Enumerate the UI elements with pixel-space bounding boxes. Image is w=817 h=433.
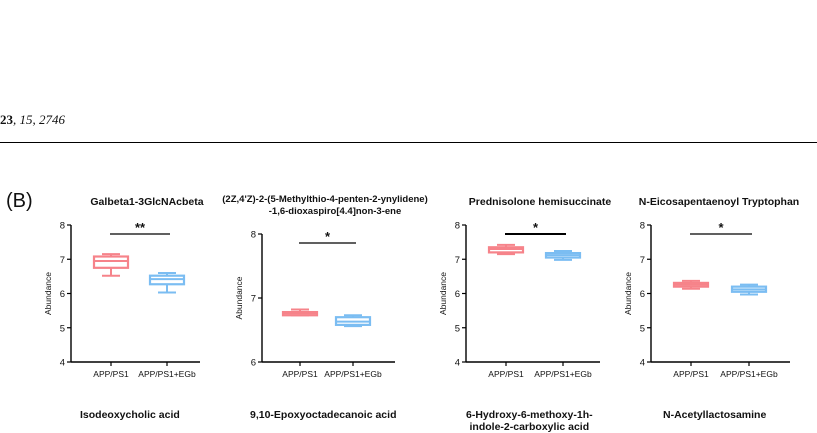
significance-marker: *: [325, 229, 331, 244]
y-tick-label: 5: [640, 323, 645, 334]
x-tick-label: APP/PS1: [282, 369, 318, 379]
chart-title: (2Z,4'Z)-2-(5-Methylthio-4-penten-2-ynyl…: [222, 194, 427, 205]
x-tick-label: APP/PS1: [93, 369, 129, 379]
citation-volume: , 15, 2746: [13, 112, 65, 127]
chart-title: Galbeta1-3GlcNAcbeta: [90, 196, 203, 208]
y-tick-label: 4: [60, 358, 65, 369]
y-tick-label: 5: [455, 323, 460, 334]
next-row-title-3-line1: 6-Hydroxy-6-methoxy-1h-: [466, 409, 593, 421]
y-axis-label: Abundance: [43, 272, 53, 315]
y-tick-label: 4: [640, 358, 645, 369]
y-tick-label: 7: [640, 255, 645, 266]
panel-label: (B): [6, 190, 33, 212]
y-tick-label: 5: [60, 323, 65, 334]
y-tick-label: 6: [60, 289, 65, 300]
chart-title: Prednisolone hemisuccinate: [469, 196, 612, 208]
y-axis-label: Abundance: [438, 272, 448, 315]
y-axis-label: Abundance: [623, 272, 633, 315]
y-tick-label: 6: [455, 289, 460, 300]
next-row-title-3: 6-Hydroxy-6-methoxy-1h- indole-2-carboxy…: [466, 409, 593, 433]
x-tick-label: APP/PS1: [488, 369, 524, 379]
y-tick-label: 8: [455, 221, 460, 232]
citation-year: 23: [0, 112, 13, 127]
x-tick-label: APP/PS1+EGb: [534, 369, 592, 379]
y-tick-label: 8: [640, 221, 645, 232]
next-row-title-1: Isodeoxycholic acid: [80, 409, 180, 421]
next-row-title-2: 9,10-Epoxyoctadecanoic acid: [250, 409, 397, 421]
y-tick-label: 8: [251, 230, 256, 241]
citation: 23, 15, 2746: [0, 112, 65, 128]
y-tick-label: 7: [251, 294, 256, 305]
chart-title: -1,6-dioxaspiro[4.4]non-3-ene: [269, 206, 402, 217]
y-tick-label: 7: [455, 255, 460, 266]
x-tick-label: APP/PS1+EGb: [324, 369, 382, 379]
y-tick-label: 7: [60, 255, 65, 266]
significance-marker: **: [135, 220, 146, 235]
next-row-title-4: N-Acetyllactosamine: [663, 409, 767, 421]
y-tick-label: 6: [640, 289, 645, 300]
significance-marker: *: [533, 220, 539, 235]
y-tick-label: 6: [251, 358, 256, 369]
y-axis-label: Abundance: [234, 276, 244, 319]
x-tick-label: APP/PS1: [673, 369, 709, 379]
y-tick-label: 4: [455, 358, 460, 369]
header-divider: [0, 142, 817, 143]
chart-title: N-Eicosapentaenoyl Tryptophan: [639, 196, 799, 208]
y-tick-label: 8: [60, 221, 65, 232]
x-tick-label: APP/PS1+EGb: [720, 369, 778, 379]
next-row-title-3-line2: indole-2-carboxylic acid: [469, 421, 590, 433]
significance-marker: *: [718, 220, 724, 235]
x-tick-label: APP/PS1+EGb: [138, 369, 196, 379]
box: [92, 255, 130, 269]
